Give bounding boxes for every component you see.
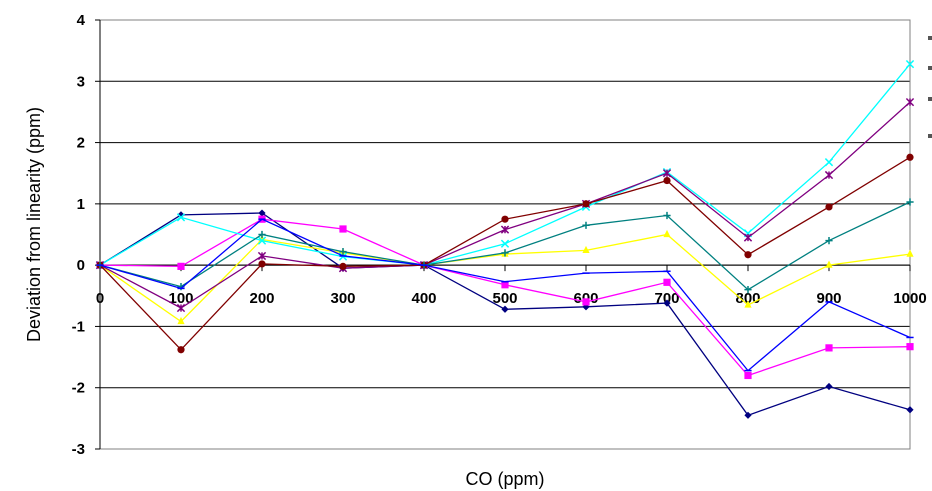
data-point [339, 225, 347, 233]
series-line [99, 101, 911, 309]
data-point [663, 211, 671, 220]
data-point [177, 262, 185, 270]
data-point [906, 343, 914, 351]
data-point [662, 169, 672, 178]
data-point [825, 237, 833, 245]
data-point [663, 278, 671, 286]
data-point [744, 300, 752, 308]
data-point [663, 176, 671, 185]
series-5 [95, 97, 915, 313]
x-axis-label: CO (ppm) [465, 469, 544, 489]
data-point [744, 371, 752, 380]
legend-marker [928, 134, 932, 138]
legend-fragment [928, 36, 932, 138]
data-point [500, 225, 510, 234]
data-point [582, 298, 590, 306]
y-tick-label: 4 [77, 12, 86, 29]
data-point [744, 251, 752, 259]
data-point [501, 249, 509, 257]
data-point [258, 209, 266, 217]
y-tick-labels: 4 3 2 1 0 -1 -2 -3 [72, 12, 86, 458]
data-point [500, 239, 510, 248]
axes [95, 19, 911, 450]
data-point [501, 215, 509, 223]
data-point [825, 260, 833, 268]
x-tick-label: 500 [492, 290, 517, 307]
data-point [339, 262, 347, 270]
data-point [176, 303, 186, 313]
data-point [258, 260, 266, 268]
data-point [905, 59, 915, 69]
data-point [906, 153, 914, 161]
data-point [906, 198, 914, 206]
y-tick-label: 3 [77, 73, 85, 90]
data-point [824, 170, 834, 180]
data-point [257, 251, 267, 261]
y-tick-label: -3 [72, 441, 85, 458]
data-point [906, 249, 914, 257]
data-point [824, 158, 834, 167]
x-tick-label: 0 [96, 290, 104, 307]
series-7 [96, 198, 914, 294]
legend-marker [928, 97, 932, 101]
data-point [177, 346, 185, 354]
x-tick-label: 1000 [893, 290, 926, 307]
data-point [825, 203, 833, 211]
y-axis-label: Deviation from linearity (ppm) [24, 107, 44, 342]
series-line [99, 201, 911, 291]
y-tick-label: -2 [72, 380, 85, 397]
data-point [501, 281, 509, 289]
series-4 [95, 59, 915, 270]
data-point [582, 245, 590, 254]
x-tick-labels: 01002003004005006007008009001000 [96, 290, 927, 307]
x-tick-label: 900 [816, 290, 841, 307]
gridlines [100, 80, 910, 389]
data-point [905, 97, 915, 107]
data-point [177, 316, 185, 325]
data-point [743, 233, 753, 242]
x-tick-label: 100 [168, 290, 193, 307]
y-tick-label: 2 [77, 135, 85, 152]
series-8 [96, 218, 914, 372]
y-tick-label: 0 [77, 257, 85, 274]
data-point [257, 236, 267, 245]
y-tick-label: 1 [77, 196, 85, 213]
series-line [99, 63, 911, 266]
x-tick-label: 800 [735, 290, 760, 307]
x-tick-label: 300 [330, 290, 355, 307]
data-point [663, 299, 671, 307]
data-point [176, 213, 186, 222]
data-point [663, 229, 671, 238]
data-point [582, 221, 590, 229]
x-tick-label: 200 [249, 290, 274, 307]
data-point [501, 305, 509, 313]
data-point [339, 248, 347, 256]
x-tick-label: 400 [411, 290, 436, 307]
series-group [95, 59, 915, 419]
y-tick-label: -1 [72, 318, 85, 335]
data-point [258, 230, 266, 239]
data-point [906, 406, 914, 414]
data-point [825, 344, 833, 352]
data-point [744, 411, 752, 419]
data-point [582, 200, 590, 208]
data-point [744, 286, 752, 294]
legend-marker [928, 36, 932, 40]
legend-marker [928, 66, 932, 70]
plot-area-frame [99, 19, 911, 450]
data-point [825, 382, 833, 391]
data-point [177, 211, 185, 219]
